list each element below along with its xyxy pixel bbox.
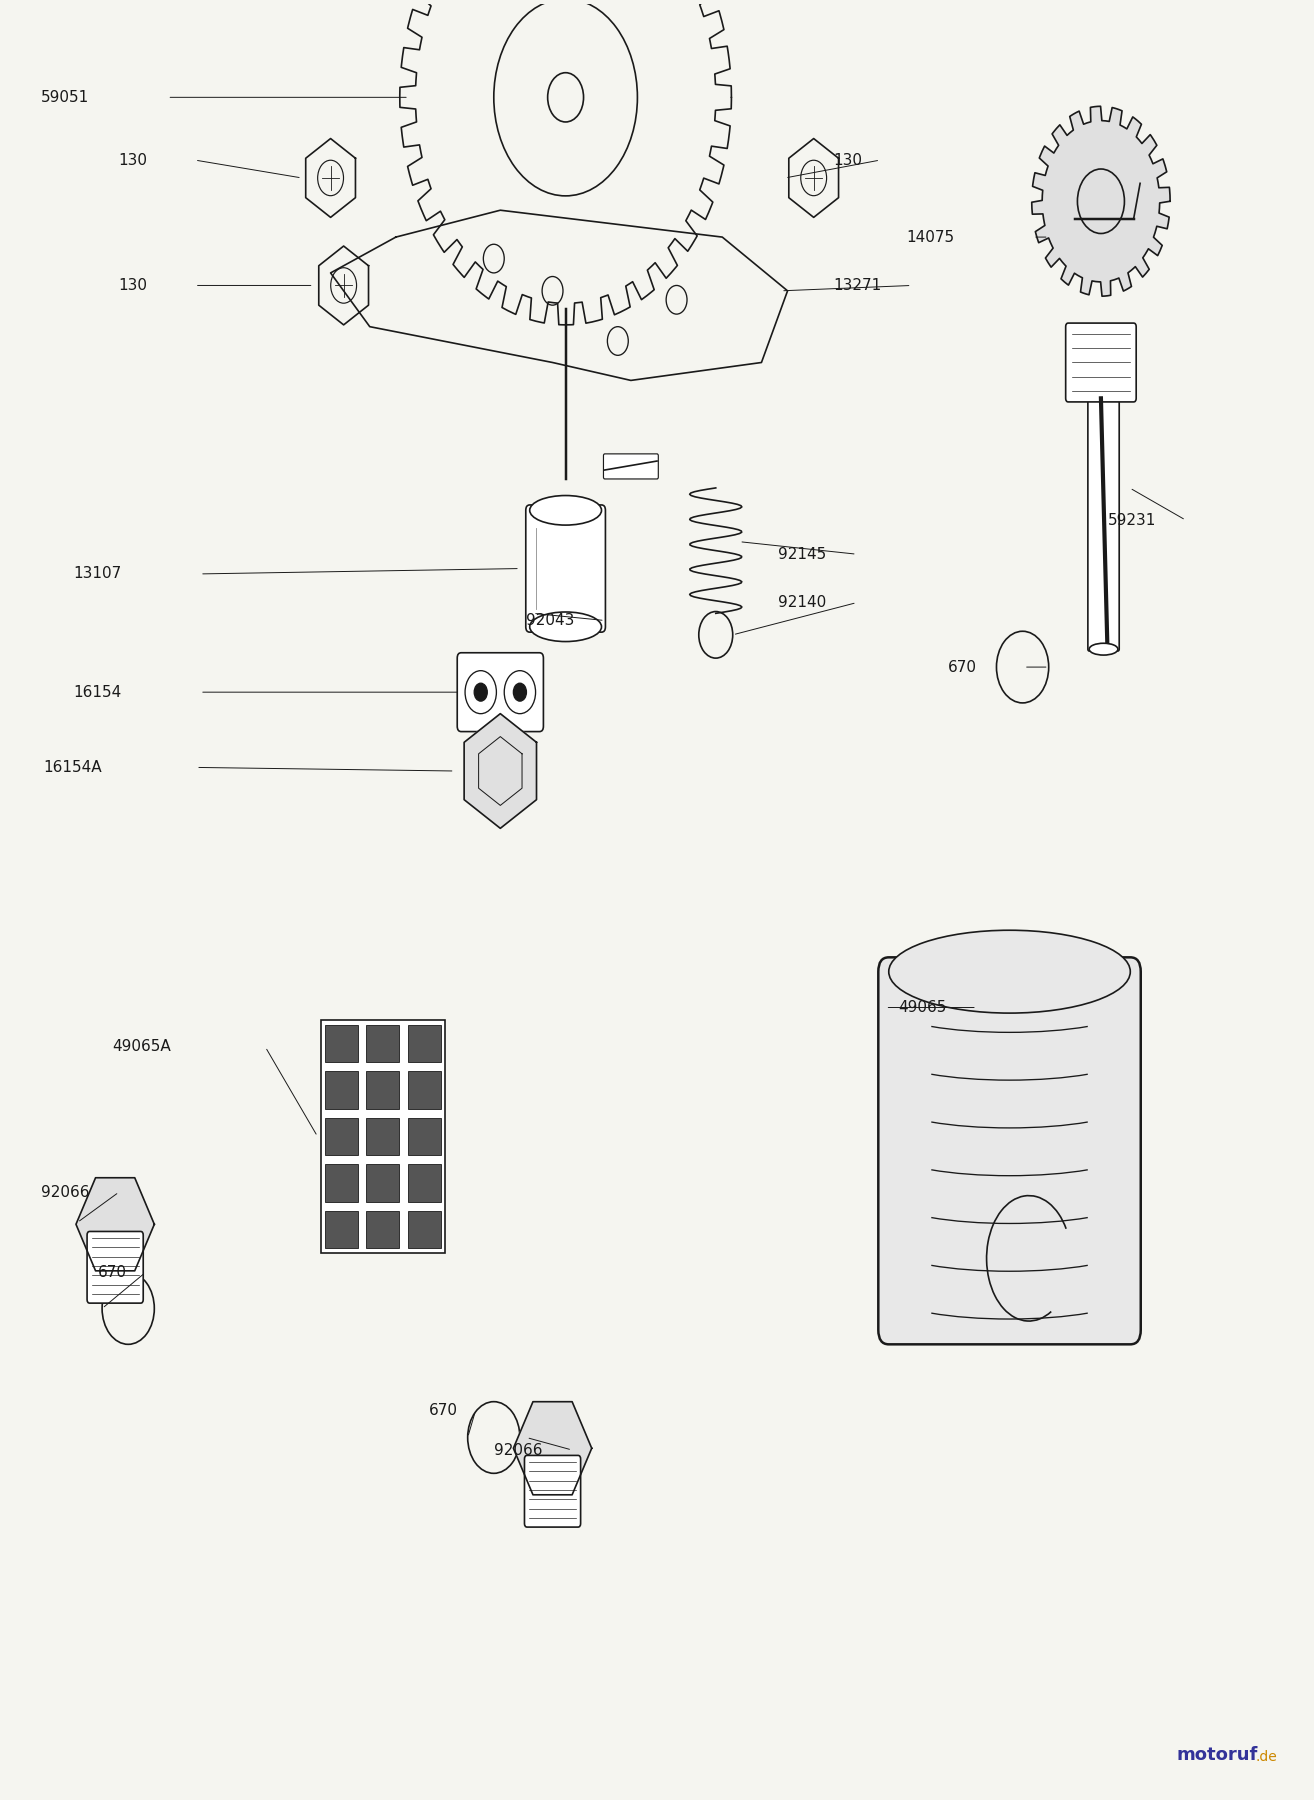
Bar [367, 1024, 399, 1062]
Bar [407, 1211, 440, 1249]
Bar [367, 1071, 399, 1109]
Text: 92043: 92043 [527, 614, 574, 628]
FancyBboxPatch shape [457, 653, 544, 731]
FancyBboxPatch shape [878, 958, 1141, 1345]
Text: 92145: 92145 [778, 547, 827, 562]
Bar [325, 1118, 357, 1156]
Bar [325, 1024, 357, 1062]
Ellipse shape [530, 495, 602, 526]
FancyBboxPatch shape [603, 454, 658, 479]
Text: 130: 130 [118, 277, 147, 293]
Bar [367, 1165, 399, 1202]
FancyBboxPatch shape [1066, 322, 1137, 401]
FancyBboxPatch shape [321, 1021, 445, 1253]
FancyBboxPatch shape [524, 1456, 581, 1526]
Text: 130: 130 [833, 153, 862, 167]
Polygon shape [76, 1177, 154, 1271]
Bar [407, 1024, 440, 1062]
FancyBboxPatch shape [87, 1231, 143, 1303]
Text: 49065A: 49065A [113, 1039, 171, 1055]
Text: motoruf: motoruf [1176, 1746, 1257, 1764]
Circle shape [514, 684, 527, 702]
Polygon shape [464, 713, 536, 828]
Polygon shape [514, 1402, 591, 1494]
Ellipse shape [1089, 643, 1118, 655]
Bar [407, 1071, 440, 1109]
Ellipse shape [888, 931, 1130, 1013]
Text: 59051: 59051 [41, 90, 89, 104]
Text: 92066: 92066 [41, 1184, 89, 1199]
Bar [407, 1118, 440, 1156]
Text: 92066: 92066 [494, 1442, 543, 1458]
Polygon shape [1031, 106, 1171, 297]
Bar [367, 1211, 399, 1249]
Text: 16154: 16154 [74, 684, 122, 700]
Text: 13107: 13107 [74, 567, 122, 581]
FancyBboxPatch shape [1088, 396, 1120, 652]
Text: 13271: 13271 [833, 277, 882, 293]
Text: 670: 670 [947, 659, 976, 675]
Text: 49065: 49065 [899, 1001, 947, 1015]
Text: .de: .de [1255, 1750, 1277, 1764]
Bar [325, 1071, 357, 1109]
Text: 16154A: 16154A [43, 760, 102, 776]
FancyBboxPatch shape [526, 506, 606, 632]
Bar [407, 1165, 440, 1202]
Bar [325, 1211, 357, 1249]
Text: 670: 670 [428, 1404, 457, 1418]
Text: 14075: 14075 [907, 230, 955, 245]
Text: 59231: 59231 [1108, 513, 1156, 527]
Text: 130: 130 [118, 153, 147, 167]
Bar [367, 1118, 399, 1156]
Text: 670: 670 [99, 1265, 127, 1280]
Circle shape [474, 684, 487, 702]
Ellipse shape [530, 612, 602, 641]
Bar [325, 1165, 357, 1202]
Text: 92140: 92140 [778, 596, 827, 610]
